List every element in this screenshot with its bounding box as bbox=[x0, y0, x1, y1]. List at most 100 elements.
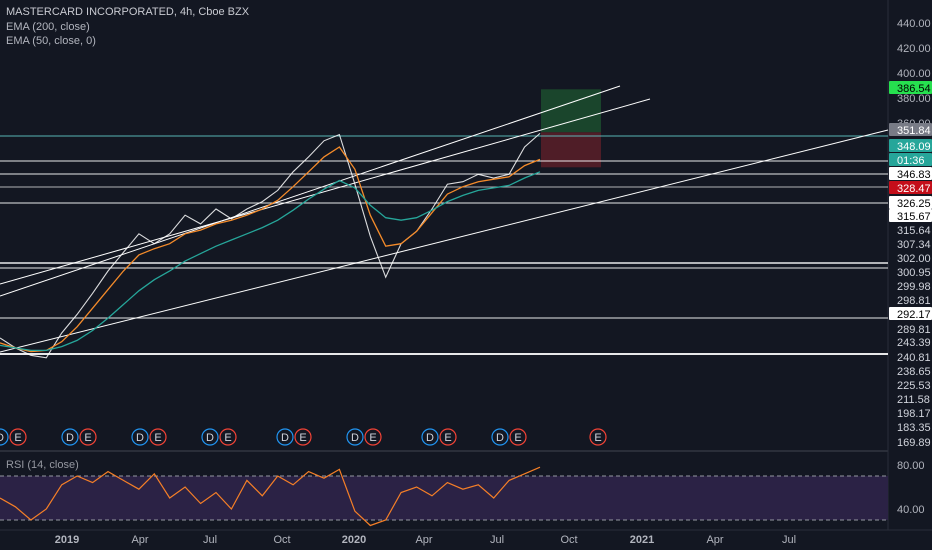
ema50-legend: EMA (50, close, 0) bbox=[6, 35, 96, 47]
earnings-marker bbox=[149, 428, 167, 446]
dividend-marker bbox=[201, 428, 219, 446]
rsi-legend: RSI (14, close) bbox=[6, 459, 79, 471]
price-label: 302.00 bbox=[897, 253, 931, 265]
price-label: 183.35 bbox=[897, 422, 931, 434]
dividend-marker bbox=[131, 428, 149, 446]
price-label-bg bbox=[889, 123, 932, 136]
price-label-bg bbox=[889, 81, 932, 94]
dividend-marker bbox=[276, 428, 294, 446]
price-label: 348.09 bbox=[897, 141, 931, 153]
earnings-marker bbox=[219, 428, 237, 446]
earnings-marker bbox=[294, 428, 312, 446]
marker-letter: D bbox=[136, 432, 144, 444]
price-label: 211.58 bbox=[897, 394, 930, 406]
price-label: 198.17 bbox=[897, 408, 931, 420]
marker-letter: D bbox=[0, 432, 4, 444]
time-tick-label: Jul bbox=[203, 534, 217, 546]
price-label-bg bbox=[889, 139, 932, 152]
marker-letter: E bbox=[369, 432, 376, 444]
price-label: 386.54 bbox=[897, 83, 931, 95]
time-tick-label: Jul bbox=[782, 534, 796, 546]
dividend-marker bbox=[61, 428, 79, 446]
price-label: 299.98 bbox=[897, 281, 931, 293]
price-label-bg bbox=[889, 153, 932, 166]
marker-letter: D bbox=[66, 432, 74, 444]
marker-letter: D bbox=[351, 432, 359, 444]
price-tick-label: 440.00 bbox=[897, 18, 931, 30]
marker-letter: E bbox=[84, 432, 91, 444]
price-label-bg bbox=[889, 167, 932, 180]
marker-letter: E bbox=[514, 432, 521, 444]
time-tick-label: Jul bbox=[490, 534, 504, 546]
time-tick-label: 2020 bbox=[342, 534, 366, 546]
marker-letter: E bbox=[154, 432, 161, 444]
marker-letter: E bbox=[14, 432, 21, 444]
price-label-bg bbox=[889, 209, 932, 222]
rsi-tick-label: 40.00 bbox=[897, 504, 925, 516]
price-label: 307.34 bbox=[897, 239, 931, 251]
stop-zone bbox=[541, 132, 601, 168]
marker-letter: D bbox=[426, 432, 434, 444]
price-label: 225.53 bbox=[897, 380, 931, 392]
target-zone bbox=[541, 89, 601, 133]
earnings-marker bbox=[364, 428, 382, 446]
price-series-line bbox=[0, 132, 541, 359]
earnings-marker bbox=[79, 428, 97, 446]
price-label: 315.64 bbox=[897, 225, 931, 237]
earnings-marker bbox=[589, 428, 607, 446]
time-tick-label: Apr bbox=[415, 534, 432, 546]
price-label-bg bbox=[889, 181, 932, 194]
price-tick-label: 420.00 bbox=[897, 43, 931, 55]
chart-title: MASTERCARD INCORPORATED, 4h, Cboe BZX bbox=[6, 6, 250, 18]
marker-letter: D bbox=[281, 432, 289, 444]
ema200-line bbox=[0, 171, 541, 352]
price-label: 289.81 bbox=[897, 324, 931, 336]
price-label-bg bbox=[889, 307, 932, 320]
price-label: 328.47 bbox=[897, 183, 931, 195]
marker-letter: E bbox=[299, 432, 306, 444]
price-label: 351.84 bbox=[897, 125, 931, 137]
ema50-line bbox=[0, 146, 541, 353]
price-label: 300.95 bbox=[897, 267, 931, 279]
time-tick-label: 2019 bbox=[55, 534, 79, 546]
marker-letter: D bbox=[206, 432, 214, 444]
rsi-band-fill bbox=[0, 476, 888, 520]
price-label: 240.81 bbox=[897, 352, 931, 364]
marker-letter: E bbox=[444, 432, 451, 444]
dividend-marker bbox=[346, 428, 364, 446]
marker-letter: D bbox=[496, 432, 504, 444]
price-label-bg bbox=[889, 196, 932, 209]
price-label: 315.67 bbox=[897, 211, 931, 223]
price-label: 292.17 bbox=[897, 309, 931, 321]
price-label: 01:36 bbox=[897, 155, 925, 167]
price-label: 326.25 bbox=[897, 198, 931, 210]
dividend-marker bbox=[0, 428, 9, 446]
price-label: 298.81 bbox=[897, 295, 931, 307]
earnings-marker bbox=[9, 428, 27, 446]
dividend-marker bbox=[491, 428, 509, 446]
marker-letter: E bbox=[224, 432, 231, 444]
trend-line bbox=[0, 85, 621, 297]
main-pane bbox=[0, 0, 888, 450]
rsi-tick-label: 80.00 bbox=[897, 460, 925, 472]
marker-letter: E bbox=[594, 432, 601, 444]
price-tick-label: 400.00 bbox=[897, 68, 931, 80]
trend-line bbox=[0, 98, 651, 285]
trend-line bbox=[0, 129, 889, 353]
price-tick-label: 380.00 bbox=[897, 93, 931, 105]
price-label: 243.39 bbox=[897, 337, 931, 349]
time-tick-label: Oct bbox=[560, 534, 577, 546]
price-label: 346.83 bbox=[897, 169, 931, 181]
dividend-marker bbox=[421, 428, 439, 446]
earnings-marker bbox=[509, 428, 527, 446]
time-tick-label: Oct bbox=[273, 534, 290, 546]
time-tick-label: Apr bbox=[131, 534, 148, 546]
ema200-legend: EMA (200, close) bbox=[6, 21, 90, 33]
earnings-marker bbox=[439, 428, 457, 446]
price-label: 238.65 bbox=[897, 366, 931, 378]
price-label: 169.89 bbox=[897, 437, 931, 449]
rsi-line bbox=[0, 466, 541, 527]
time-tick-label: Apr bbox=[706, 534, 723, 546]
time-tick-label: 2021 bbox=[630, 534, 654, 546]
